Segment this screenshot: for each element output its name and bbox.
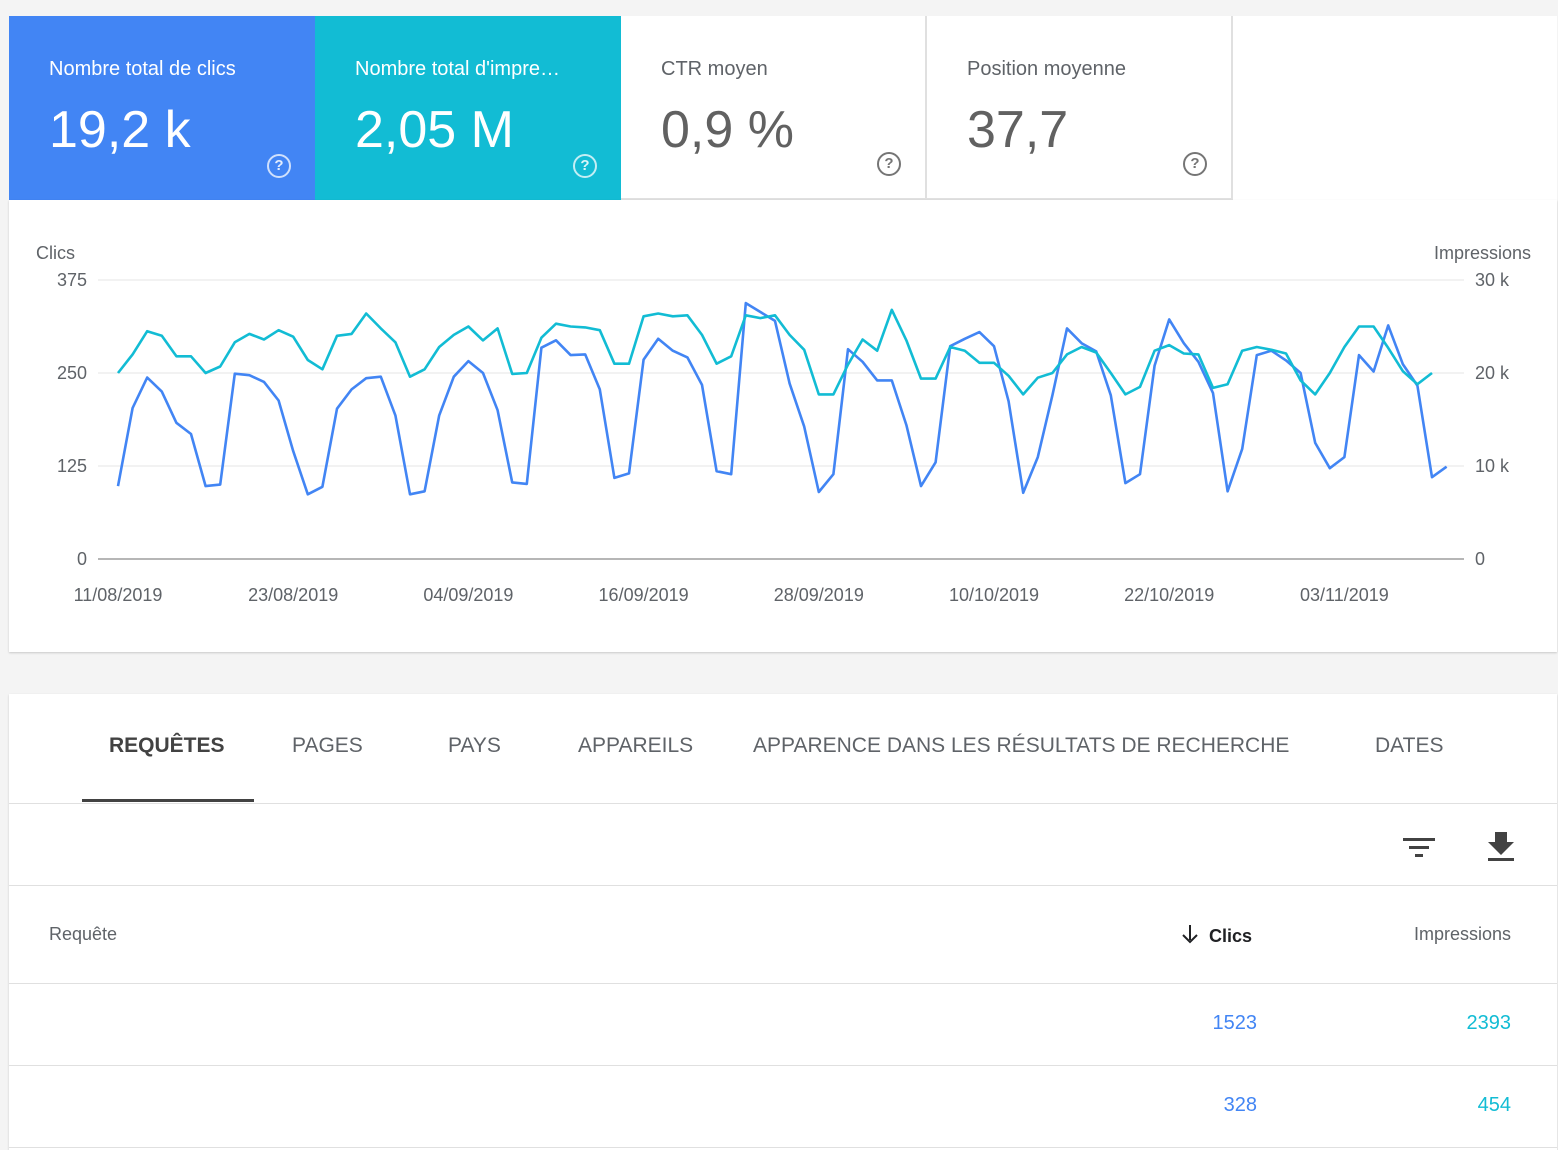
metric-card-ctr[interactable]: CTR moyen 0,9 % ?: [621, 16, 927, 200]
cell-clicks: 328: [1223, 1094, 1257, 1116]
tab-search-appearance[interactable]: APPARENCE DANS LES RÉSULTATS DE RECHERCH…: [753, 734, 1290, 757]
column-header-clicks[interactable]: Clics: [1181, 924, 1252, 947]
filter-icon[interactable]: [1401, 828, 1437, 864]
column-header-query[interactable]: Requête: [49, 924, 118, 944]
cell-impressions: 454: [1477, 1094, 1511, 1116]
y-axis-right-title: Impressions: [1434, 243, 1531, 263]
table-row[interactable]: 328 454: [9, 1066, 1557, 1148]
tab-pages[interactable]: PAGES: [292, 734, 363, 757]
help-icon[interactable]: ?: [267, 154, 291, 178]
metric-value: 37,7: [967, 101, 1069, 159]
x-tick: 23/08/2019: [248, 585, 338, 605]
x-tick: 03/11/2019: [1300, 585, 1389, 605]
y-tick-left: 0: [77, 549, 87, 569]
tab-devices[interactable]: APPAREILS: [578, 734, 694, 757]
help-icon[interactable]: ?: [1183, 152, 1207, 176]
x-tick: 16/09/2019: [599, 585, 689, 605]
column-header-clicks-label: Clics: [1209, 926, 1253, 946]
arrow-down-icon: [1182, 925, 1198, 944]
y-axis-left-title: Clics: [36, 243, 75, 263]
tab-queries[interactable]: REQUÊTES: [109, 734, 225, 757]
metric-cards: Nombre total de clics 19,2 k ? Nombre to…: [9, 16, 1557, 200]
data-table-card: REQUÊTES PAGES PAYS APPAREILS APPARENCE …: [9, 694, 1557, 1150]
cell-impressions: 2393: [1466, 1012, 1512, 1034]
y-tick-right: 0: [1475, 549, 1485, 569]
metric-label: CTR moyen: [661, 58, 768, 80]
metric-value: 0,9 %: [661, 101, 794, 159]
table-toolbar: [9, 804, 1557, 886]
tab-countries[interactable]: PAYS: [448, 734, 501, 757]
metric-label: Nombre total de clics: [49, 58, 236, 80]
active-tab-indicator: [82, 799, 254, 802]
column-header-impressions[interactable]: Impressions: [1413, 924, 1511, 944]
cell-clicks: 1523: [1212, 1012, 1258, 1034]
x-tick: 22/10/2019: [1124, 585, 1214, 605]
help-icon[interactable]: ?: [573, 154, 597, 178]
table-row[interactable]: 1523 2393: [9, 984, 1557, 1066]
performance-chart[interactable]: Clics Impressions 0 125 250 375 0 10 k 20 k 30 k 1…: [9, 200, 1557, 652]
metric-label: Position moyenne: [967, 58, 1126, 80]
tab-dates[interactable]: DATES: [1375, 734, 1444, 757]
help-icon[interactable]: ?: [877, 152, 901, 176]
x-tick: 11/08/2019: [74, 585, 163, 605]
x-tick: 10/10/2019: [949, 585, 1039, 605]
y-tick-left: 375: [57, 270, 87, 290]
metric-label: Nombre total d'impre…: [355, 58, 560, 80]
metric-card-position[interactable]: Position moyenne 37,7 ?: [927, 16, 1233, 200]
series-line-impressions: [116, 308, 1433, 396]
y-tick-left: 125: [57, 456, 87, 476]
x-tick: 28/09/2019: [774, 585, 864, 605]
performance-chart-card: Clics Impressions 0 125 250 375 0 10 k 20 k 30 k 1…: [9, 200, 1557, 652]
y-tick-right: 10 k: [1475, 456, 1510, 476]
y-tick-right: 30 k: [1475, 270, 1510, 290]
download-icon[interactable]: [1483, 828, 1519, 864]
metric-value: 19,2 k: [49, 101, 191, 159]
metric-card-impressions[interactable]: Nombre total d'impre… 2,05 M ?: [315, 16, 621, 200]
table-header: Requête Clics Impressions: [9, 886, 1557, 984]
y-tick-right: 20 k: [1475, 363, 1510, 383]
series-line-clicks: [116, 301, 1448, 496]
metric-value: 2,05 M: [355, 101, 514, 159]
y-tick-left: 250: [57, 363, 87, 383]
metric-card-clicks[interactable]: Nombre total de clics 19,2 k ?: [9, 16, 315, 200]
dimension-tabs: REQUÊTES PAGES PAYS APPAREILS APPARENCE …: [9, 694, 1557, 804]
x-tick: 04/09/2019: [423, 585, 513, 605]
